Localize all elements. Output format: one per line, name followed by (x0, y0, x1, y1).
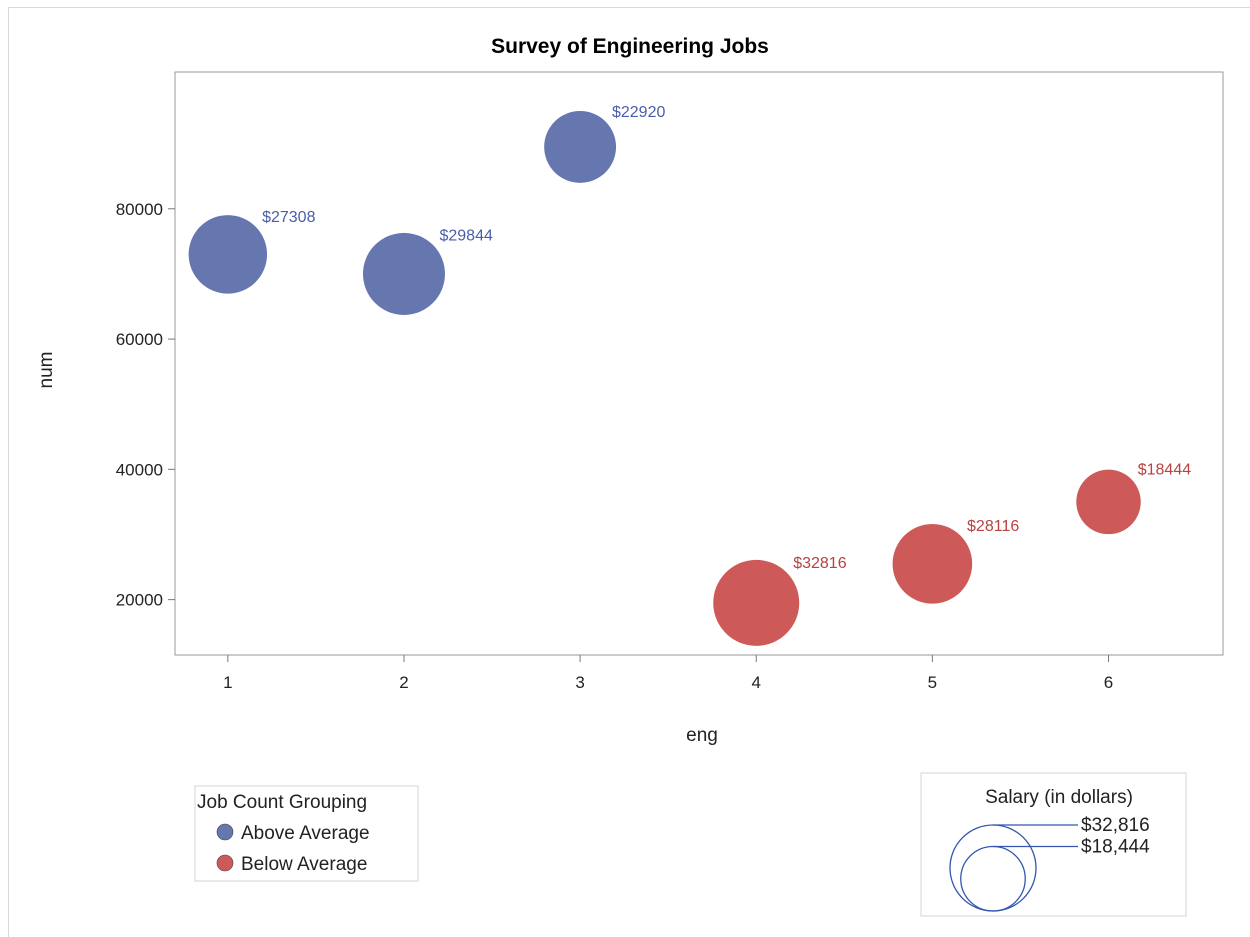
bubble-data-label: $28116 (967, 518, 1019, 535)
y-tick-label: 60000 (116, 330, 163, 349)
group-legend-title: Job Count Grouping (197, 792, 367, 813)
bubble-point (544, 110, 617, 183)
x-tick-label: 4 (752, 673, 761, 692)
size-legend-label: $18,444 (1081, 837, 1150, 858)
legend-item-label: Below Average (241, 854, 367, 875)
y-tick-label: 80000 (116, 200, 163, 219)
legend-marker (216, 823, 234, 841)
bubble-data-label: $22920 (612, 104, 665, 121)
legend-marker (216, 854, 234, 872)
bubble-data-label: $27308 (262, 209, 315, 226)
size-legend: Salary (in dollars) $32,816$18,444 (920, 772, 1187, 917)
bubble-data-label: $18444 (1138, 462, 1191, 479)
bubble-point (362, 232, 445, 315)
bubble-point (188, 215, 268, 294)
plot-area (174, 71, 1224, 656)
x-tick-label: 1 (223, 673, 232, 692)
x-tick-label: 3 (575, 673, 584, 692)
x-tick-label: 6 (1104, 673, 1113, 692)
size-legend-title: Salary (in dollars) (985, 787, 1133, 808)
bubble-data-label: $29844 (439, 227, 492, 244)
x-axis-title: eng (686, 725, 718, 746)
chart-frame (8, 7, 1250, 937)
x-axis: 1 2 3 4 5 6 (223, 655, 1113, 692)
bubbles-layer (188, 110, 1141, 646)
group-legend-items: Above Average Below Average (216, 823, 370, 875)
y-tick-label: 40000 (116, 460, 163, 479)
size-legend-label: $32,816 (1081, 815, 1150, 836)
bubble-point (1076, 469, 1141, 535)
data-labels-layer: $27308 $29844 $22920 $32816 $28116 $18444 (262, 104, 1191, 572)
y-tick-label: 20000 (116, 591, 163, 610)
bubble-point (892, 524, 973, 604)
size-legend-box (920, 772, 1187, 917)
size-legend-items: $32,816$18,444 (949, 815, 1150, 912)
bubble-data-label: $32816 (793, 555, 846, 572)
chart-title: Survey of Engineering Jobs (491, 35, 769, 58)
x-tick-label: 2 (399, 673, 408, 692)
x-tick-label: 5 (928, 673, 937, 692)
y-axis-title: num (36, 352, 57, 389)
y-axis: 20000 40000 60000 80000 (116, 200, 175, 610)
legend-item-label: Above Average (241, 823, 370, 844)
bubble-point (713, 559, 800, 646)
group-legend: Job Count Grouping Above Average Below Av… (194, 785, 419, 882)
